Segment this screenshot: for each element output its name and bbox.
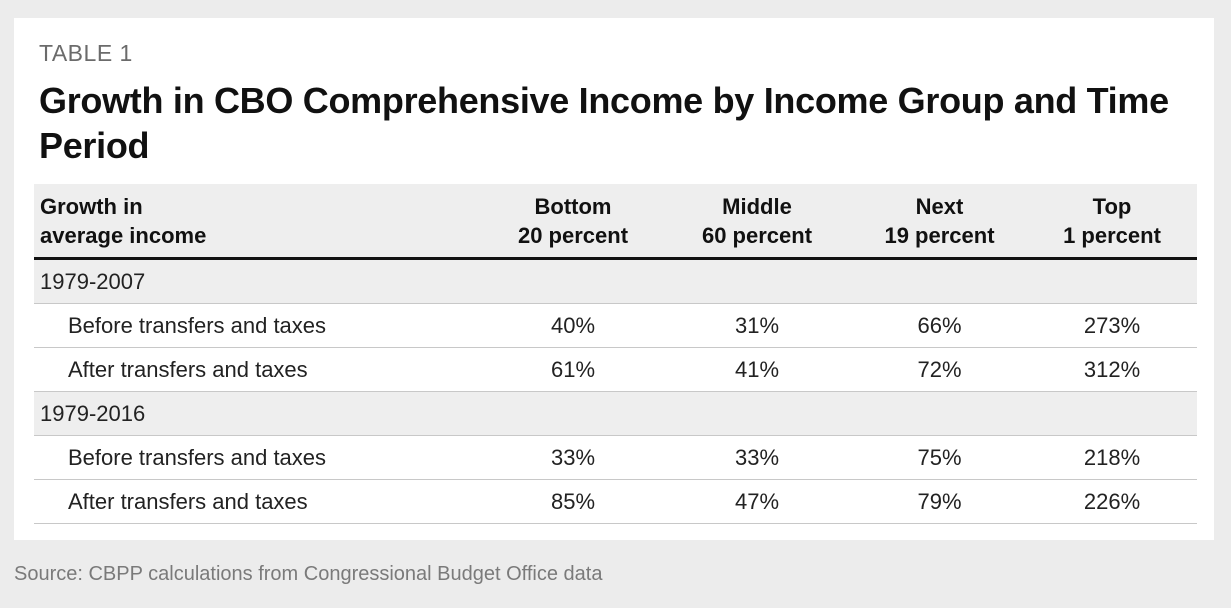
cell-bottom-20: 40% (484, 303, 662, 348)
cell-bottom-20: 85% (484, 479, 662, 524)
table-row: Before transfers and taxes 40% 31% 66% 2… (34, 303, 1197, 348)
cell-next-19: 72% (852, 347, 1027, 392)
row-label: Before transfers and taxes (34, 435, 484, 480)
row-label: After transfers and taxes (34, 479, 484, 524)
header-next-19-line-2: 19 percent (884, 222, 995, 248)
section-row-1979-2007: 1979-2007 (34, 258, 1197, 304)
header-bottom-20: Bottom 20 percent (484, 184, 662, 260)
table-title: Growth in CBO Comprehensive Income by In… (39, 80, 1169, 166)
source-note: Source: CBPP calculations from Congressi… (14, 563, 603, 585)
cell-top-1: 273% (1027, 303, 1197, 348)
cell-top-1: 226% (1027, 479, 1197, 524)
table-row: Before transfers and taxes 33% 33% 75% 2… (34, 435, 1197, 480)
cell-middle-60: 33% (662, 435, 852, 480)
section-row-1979-2016: 1979-2016 (34, 391, 1197, 436)
cell-next-19: 79% (852, 479, 1027, 524)
table-row: After transfers and taxes 61% 41% 72% 31… (34, 347, 1197, 392)
header-row-label-line-1: Growth in (40, 193, 143, 219)
header-bottom-20-line-1: Bottom (534, 193, 612, 219)
cell-bottom-20: 61% (484, 347, 662, 392)
cell-next-19: 66% (852, 303, 1027, 348)
header-next-19-line-1: Next (915, 193, 964, 219)
cell-middle-60: 31% (662, 303, 852, 348)
header-middle-60-line-2: 60 percent (701, 222, 813, 248)
row-label: Before transfers and taxes (34, 303, 484, 348)
header-middle-60: Middle 60 percent (662, 184, 852, 260)
header-top-1-line-2: 1 percent (1063, 222, 1161, 248)
cell-next-19: 75% (852, 435, 1027, 480)
section-period-label: 1979-2007 (34, 258, 1197, 304)
cell-middle-60: 47% (662, 479, 852, 524)
header-top-1: Top 1 percent (1027, 184, 1197, 260)
header-middle-60-line-1: Middle (722, 193, 792, 219)
header-bottom-20-line-2: 20 percent (517, 222, 629, 248)
cell-middle-60: 41% (662, 347, 852, 392)
header-row-label: Growth in average income (34, 184, 484, 260)
section-period-label: 1979-2016 (34, 391, 1197, 436)
header-row-label-line-2: average income (40, 222, 207, 248)
cell-top-1: 312% (1027, 347, 1197, 392)
table-header-row: Growth in average income Bottom 20 perce… (34, 184, 1197, 260)
income-growth-table: Growth in average income Bottom 20 perce… (34, 184, 1197, 524)
row-label: After transfers and taxes (34, 347, 484, 392)
header-top-1-line-1: Top (1092, 193, 1132, 219)
header-next-19: Next 19 percent (852, 184, 1027, 260)
table-row: After transfers and taxes 85% 47% 79% 22… (34, 479, 1197, 524)
cell-bottom-20: 33% (484, 435, 662, 480)
table-card: TABLE 1 Growth in CBO Comprehensive Inco… (14, 18, 1214, 540)
cell-top-1: 218% (1027, 435, 1197, 480)
table-number-label: TABLE 1 (39, 40, 133, 66)
